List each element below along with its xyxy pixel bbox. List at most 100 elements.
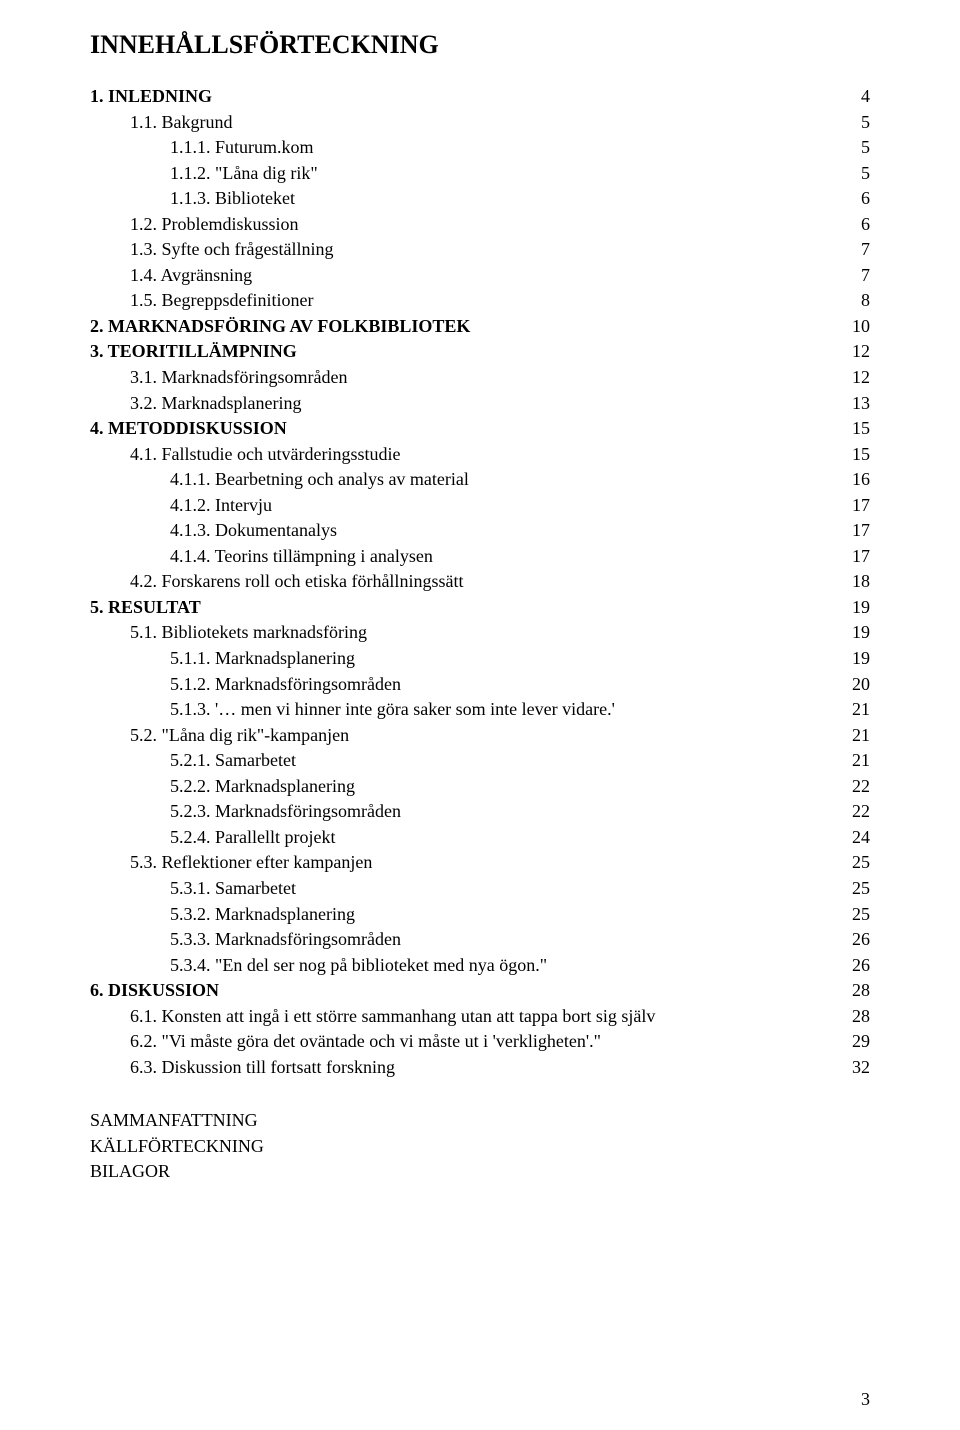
toc-row: 1.1.1. Futurum.kom 5 (90, 135, 870, 161)
toc-label: 5.2.3. Marknadsföringsområden (170, 799, 401, 825)
toc-label: 4.1.2. Intervju (170, 493, 272, 519)
toc-row: 5.3.2. Marknadsplanering 25 (90, 902, 870, 928)
toc-label: 1.1. Bakgrund (130, 110, 233, 136)
toc-row: 4. METODDISKUSSION15 (90, 416, 870, 442)
toc-label: 5.3.4. "En del ser nog på biblioteket me… (170, 953, 547, 979)
toc-page: 21 (852, 697, 870, 723)
toc-row: 5.2.2. Marknadsplanering 22 (90, 774, 870, 800)
toc-row: 5.2.3. Marknadsföringsområden 22 (90, 799, 870, 825)
toc-page: 25 (852, 902, 870, 928)
toc-page: 32 (852, 1055, 870, 1081)
toc-page: 17 (852, 544, 870, 570)
toc-page: 24 (852, 825, 870, 851)
toc-page: 22 (852, 799, 870, 825)
toc-label: 6. DISKUSSION (90, 978, 219, 1004)
toc-label: 4.1.3. Dokumentanalys (170, 518, 337, 544)
toc-label: 1.1.1. Futurum.kom (170, 135, 314, 161)
toc-page: 12 (852, 339, 870, 365)
toc-page: 19 (852, 595, 870, 621)
toc-label: 5.1.1. Marknadsplanering (170, 646, 355, 672)
toc-page: 28 (852, 1004, 870, 1030)
toc-row: 1.1.2. "Låna dig rik" 5 (90, 161, 870, 187)
toc-page: 20 (852, 672, 870, 698)
toc-page: 28 (852, 978, 870, 1004)
toc-label: 5.1.2. Marknadsföringsområden (170, 672, 401, 698)
table-of-contents: 1. INLEDNING41.1. Bakgrund51.1.1. Futuru… (90, 84, 870, 1080)
toc-row: 5.3.4. "En del ser nog på biblioteket me… (90, 953, 870, 979)
toc-row: 1.1. Bakgrund 5 (90, 110, 870, 136)
toc-page: 17 (852, 493, 870, 519)
toc-page: 19 (852, 620, 870, 646)
end-label: SAMMANFATTNING (90, 1108, 870, 1133)
toc-label: 4.1.4. Teorins tillämpning i analysen (170, 544, 433, 570)
toc-page: 5 (861, 135, 870, 161)
toc-page: 19 (852, 646, 870, 672)
toc-label: 3.1. Marknadsföringsområden (130, 365, 347, 391)
toc-page: 12 (852, 365, 870, 391)
end-label: BILAGOR (90, 1159, 870, 1184)
toc-label: 2. MARKNADSFÖRING AV FOLKBIBLIOTEK (90, 314, 470, 340)
toc-label: 4.2. Forskarens roll och etiska förhålln… (130, 569, 463, 595)
toc-page: 16 (852, 467, 870, 493)
toc-row: 5.3.3. Marknadsföringsområden26 (90, 927, 870, 953)
toc-page: 21 (852, 748, 870, 774)
toc-label: 5.1.3. '… men vi hinner inte göra saker … (170, 697, 615, 723)
toc-label: 6.2. "Vi måste göra det oväntade och vi … (130, 1029, 601, 1055)
toc-label: 4.1.1. Bearbetning och analys av materia… (170, 467, 469, 493)
page: INNEHÅLLSFÖRTECKNING 1. INLEDNING41.1. B… (0, 0, 960, 1430)
toc-row: 4.1.2. Intervju 17 (90, 493, 870, 519)
toc-row: 1.3. Syfte och frågeställning 7 (90, 237, 870, 263)
toc-label: 1.2. Problemdiskussion (130, 212, 299, 238)
toc-page: 5 (861, 110, 870, 136)
toc-page: 26 (852, 953, 870, 979)
toc-page: 5 (861, 161, 870, 187)
toc-page: 10 (852, 314, 870, 340)
page-title: INNEHÅLLSFÖRTECKNING (90, 30, 870, 60)
toc-page: 25 (852, 876, 870, 902)
toc-label: 5.1. Bibliotekets marknadsföring (130, 620, 367, 646)
toc-row: 5.3. Reflektioner efter kampanjen25 (90, 850, 870, 876)
toc-row: 5.1.2. Marknadsföringsområden 20 (90, 672, 870, 698)
toc-row: 1.2. Problemdiskussion6 (90, 212, 870, 238)
toc-label: 5.3.3. Marknadsföringsområden (170, 927, 401, 953)
toc-label: 5.2. "Låna dig rik"-kampanjen (130, 723, 349, 749)
toc-row: 1.4. Avgränsning7 (90, 263, 870, 289)
toc-label: 4.1. Fallstudie och utvärderingsstudie (130, 442, 400, 468)
toc-page: 8 (861, 288, 870, 314)
toc-row: 4.1. Fallstudie och utvärderingsstudie 15 (90, 442, 870, 468)
toc-label: 1.1.2. "Låna dig rik" (170, 161, 318, 187)
toc-row: 5.2.4. Parallellt projekt24 (90, 825, 870, 851)
toc-label: 1.3. Syfte och frågeställning (130, 237, 333, 263)
toc-row: 5.3.1. Samarbetet 25 (90, 876, 870, 902)
toc-row: 3.1. Marknadsföringsområden 12 (90, 365, 870, 391)
toc-label: 5.3.2. Marknadsplanering (170, 902, 355, 928)
toc-page: 18 (852, 569, 870, 595)
toc-label: 6.1. Konsten att ingå i ett större samma… (130, 1004, 655, 1030)
toc-page: 6 (861, 186, 870, 212)
toc-page: 22 (852, 774, 870, 800)
toc-page: 4 (861, 84, 870, 110)
toc-row: 6. DISKUSSION 28 (90, 978, 870, 1004)
toc-label: 5.2.2. Marknadsplanering (170, 774, 355, 800)
toc-label: 6.3. Diskussion till fortsatt forskning (130, 1055, 395, 1081)
toc-page: 7 (861, 263, 870, 289)
toc-row: 5.2.1. Samarbetet21 (90, 748, 870, 774)
toc-row: 6.1. Konsten att ingå i ett större samma… (90, 1004, 870, 1030)
toc-page: 15 (852, 416, 870, 442)
toc-row: 4.2. Forskarens roll och etiska förhålln… (90, 569, 870, 595)
toc-page: 7 (861, 237, 870, 263)
toc-page: 29 (852, 1029, 870, 1055)
toc-label: 5.3. Reflektioner efter kampanjen (130, 850, 372, 876)
toc-label: 1.1.3. Biblioteket (170, 186, 295, 212)
toc-page: 15 (852, 442, 870, 468)
page-number: 3 (861, 1389, 870, 1410)
toc-row: 4.1.3. Dokumentanalys17 (90, 518, 870, 544)
toc-label: 1.5. Begreppsdefinitioner (130, 288, 313, 314)
toc-row: 4.1.1. Bearbetning och analys av materia… (90, 467, 870, 493)
toc-row: 1.1.3. Biblioteket 6 (90, 186, 870, 212)
toc-row: 1.5. Begreppsdefinitioner 8 (90, 288, 870, 314)
toc-label: 5.3.1. Samarbetet (170, 876, 296, 902)
toc-row: 5.1.3. '… men vi hinner inte göra saker … (90, 697, 870, 723)
toc-label: 3.2. Marknadsplanering (130, 391, 301, 417)
toc-row: 5.1. Bibliotekets marknadsföring 19 (90, 620, 870, 646)
